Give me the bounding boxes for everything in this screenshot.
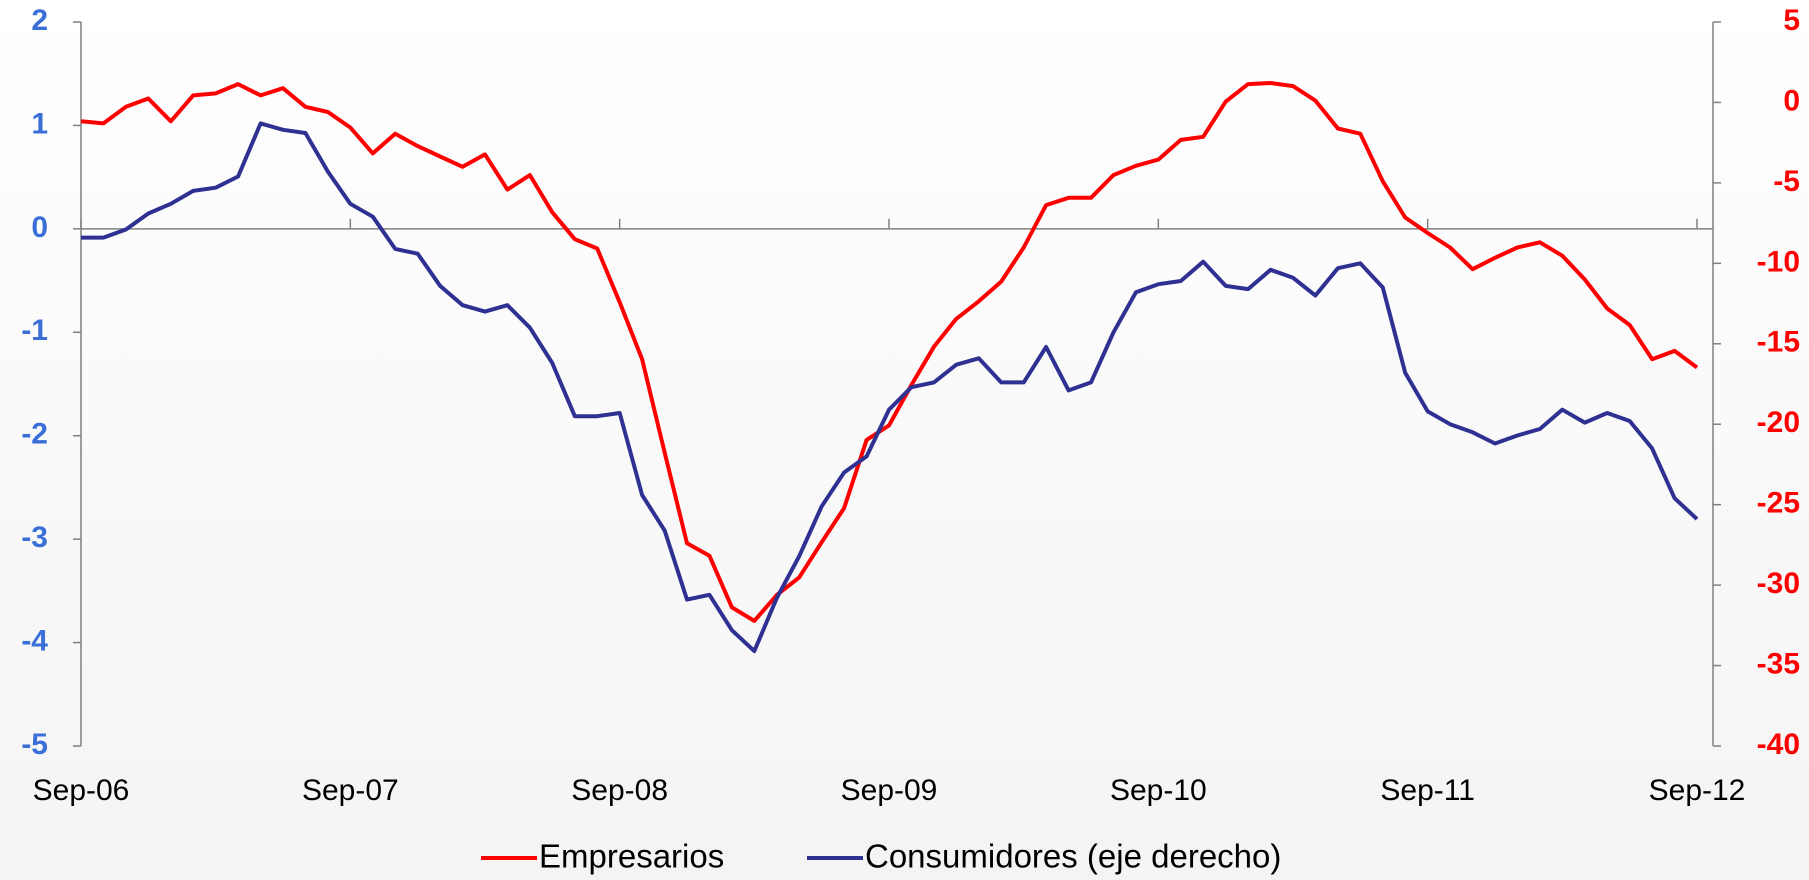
y2-tick-label: -10 bbox=[1757, 245, 1800, 278]
legend-label: Consumidores (eje derecho) bbox=[865, 838, 1281, 875]
y-tick-label: 1 bbox=[31, 107, 48, 140]
series-line bbox=[80, 81, 1699, 623]
y2-tick-label: -35 bbox=[1757, 647, 1800, 680]
y2-tick-label: -20 bbox=[1757, 406, 1800, 439]
x-tick-label: Sep-11 bbox=[1380, 774, 1475, 807]
y-tick-label: -1 bbox=[21, 314, 48, 347]
y-tick-label: 0 bbox=[31, 211, 48, 244]
y2-tick-label: -25 bbox=[1757, 487, 1800, 520]
legend-label: Empresarios bbox=[539, 838, 724, 875]
y-tick-label: 2 bbox=[31, 4, 48, 37]
y-tick-label: -3 bbox=[21, 521, 48, 554]
y-tick-label: -2 bbox=[21, 418, 48, 451]
x-tick-label: Sep-06 bbox=[33, 774, 130, 807]
y-tick-label: -5 bbox=[21, 728, 48, 761]
y2-tick-label: -40 bbox=[1757, 728, 1800, 761]
y2-tick-label: -15 bbox=[1757, 326, 1800, 359]
x-tick-label: Sep-08 bbox=[571, 774, 668, 807]
x-tick-label: Sep-09 bbox=[841, 774, 938, 807]
y2-tick-label: -5 bbox=[1773, 165, 1800, 198]
y2-tick-label: 5 bbox=[1783, 4, 1800, 37]
y2-tick-label: -30 bbox=[1757, 567, 1800, 600]
y-tick-label: -4 bbox=[21, 624, 48, 657]
y2-tick-label: 0 bbox=[1783, 84, 1800, 117]
x-tick-label: Sep-10 bbox=[1110, 774, 1207, 807]
series-line bbox=[81, 121, 1699, 654]
x-tick-label: Sep-07 bbox=[302, 774, 399, 807]
x-tick-label: Sep-12 bbox=[1649, 774, 1746, 807]
